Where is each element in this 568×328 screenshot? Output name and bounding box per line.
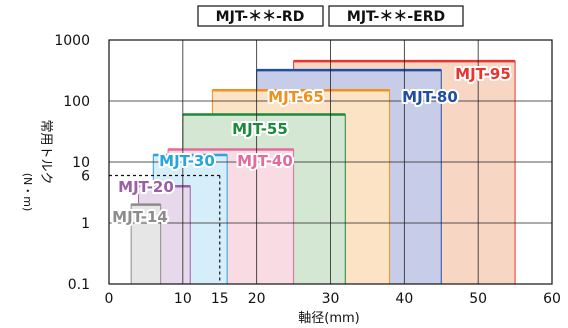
- x-tick-labels: 0 10 15 20 30 40 50 60: [105, 291, 561, 307]
- x-tick-label: 15: [211, 291, 229, 307]
- y-axis-label: 常用トルク (N・m): [21, 119, 53, 211]
- series-label-mjt-20: MJT-20: [118, 178, 174, 196]
- header-box-erd: [328, 5, 464, 27]
- y-tick-label: 0.1: [68, 277, 90, 293]
- y-tick-label: 1: [81, 216, 90, 232]
- series-label-mjt-95: MJT-95: [455, 65, 511, 83]
- y-tick-label: 100: [63, 94, 90, 110]
- x-tick-label: 40: [395, 291, 413, 307]
- guide-lines: [109, 174, 221, 284]
- header-label-rd: MJT-＊＊-RD: [216, 9, 305, 25]
- series-label-mjt-65: MJT-65: [268, 88, 324, 106]
- y-axis-label-main: 常用トルク: [38, 119, 53, 184]
- chart-header: MJT-＊＊-RD MJT-＊＊-ERD: [197, 5, 464, 27]
- bar-mjt-14: [130, 204, 162, 285]
- x-tick-label: 10: [174, 291, 192, 307]
- x-tick-label: 60: [543, 291, 561, 307]
- y-tick-label: 10: [72, 155, 90, 171]
- series-labels: MJT-95 MJT-80 MJT-65 MJT-55 MJT-40 MJT-30 MJT-…: [110, 63, 513, 228]
- series-label-mjt-80: MJT-80: [402, 88, 458, 106]
- y-tick-label: 6: [81, 169, 90, 185]
- plot-frame: [108, 39, 553, 285]
- grid-lines: [109, 40, 552, 284]
- series-label-mjt-30: MJT-30: [159, 152, 215, 170]
- series-label-mjt-55: MJT-55: [232, 120, 288, 138]
- y-tick-labels: 0.1 1 610 100 1000: [54, 33, 90, 293]
- y-axis-label-unit: (N・m): [21, 173, 34, 212]
- series-label-mjt-40: MJT-40: [237, 152, 293, 170]
- header-box-rd: [197, 5, 324, 27]
- x-tick-label: 0: [105, 291, 114, 307]
- header-label-erd: MJT-＊＊-ERD: [347, 9, 445, 25]
- x-tick-label: 20: [248, 291, 266, 307]
- x-tick-label: 30: [322, 291, 340, 307]
- x-tick-label: 50: [469, 291, 487, 307]
- y-tick-label: 1000: [54, 33, 90, 49]
- x-axis-label: 軸径(mm): [298, 311, 359, 326]
- series-bars: [130, 59, 516, 285]
- series-label-mjt-14: MJT-14: [112, 208, 168, 226]
